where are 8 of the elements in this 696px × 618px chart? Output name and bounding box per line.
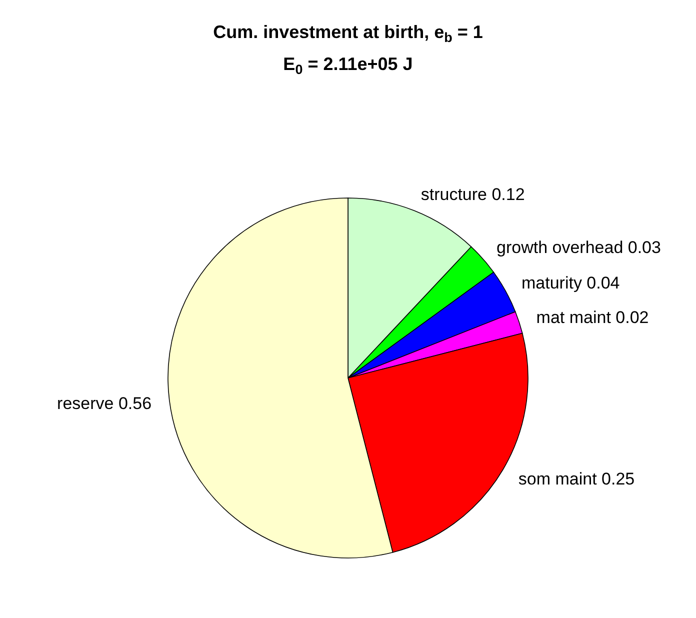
slice-label: structure 0.12 bbox=[420, 184, 525, 204]
slice-label: growth overhead 0.03 bbox=[496, 238, 661, 258]
slice-label: reserve 0.56 bbox=[57, 394, 152, 413]
slice-label: mat maint 0.02 bbox=[536, 308, 649, 327]
slice-label: maturity 0.04 bbox=[522, 274, 620, 293]
chart-subtitle: E$_{0}$ = 2.11e+05 J bbox=[283, 54, 413, 78]
chart-title: Cum. investment at birth, e$_{b}$ = 1 bbox=[213, 22, 483, 46]
slice-label: som maint 0.25 bbox=[518, 470, 635, 489]
